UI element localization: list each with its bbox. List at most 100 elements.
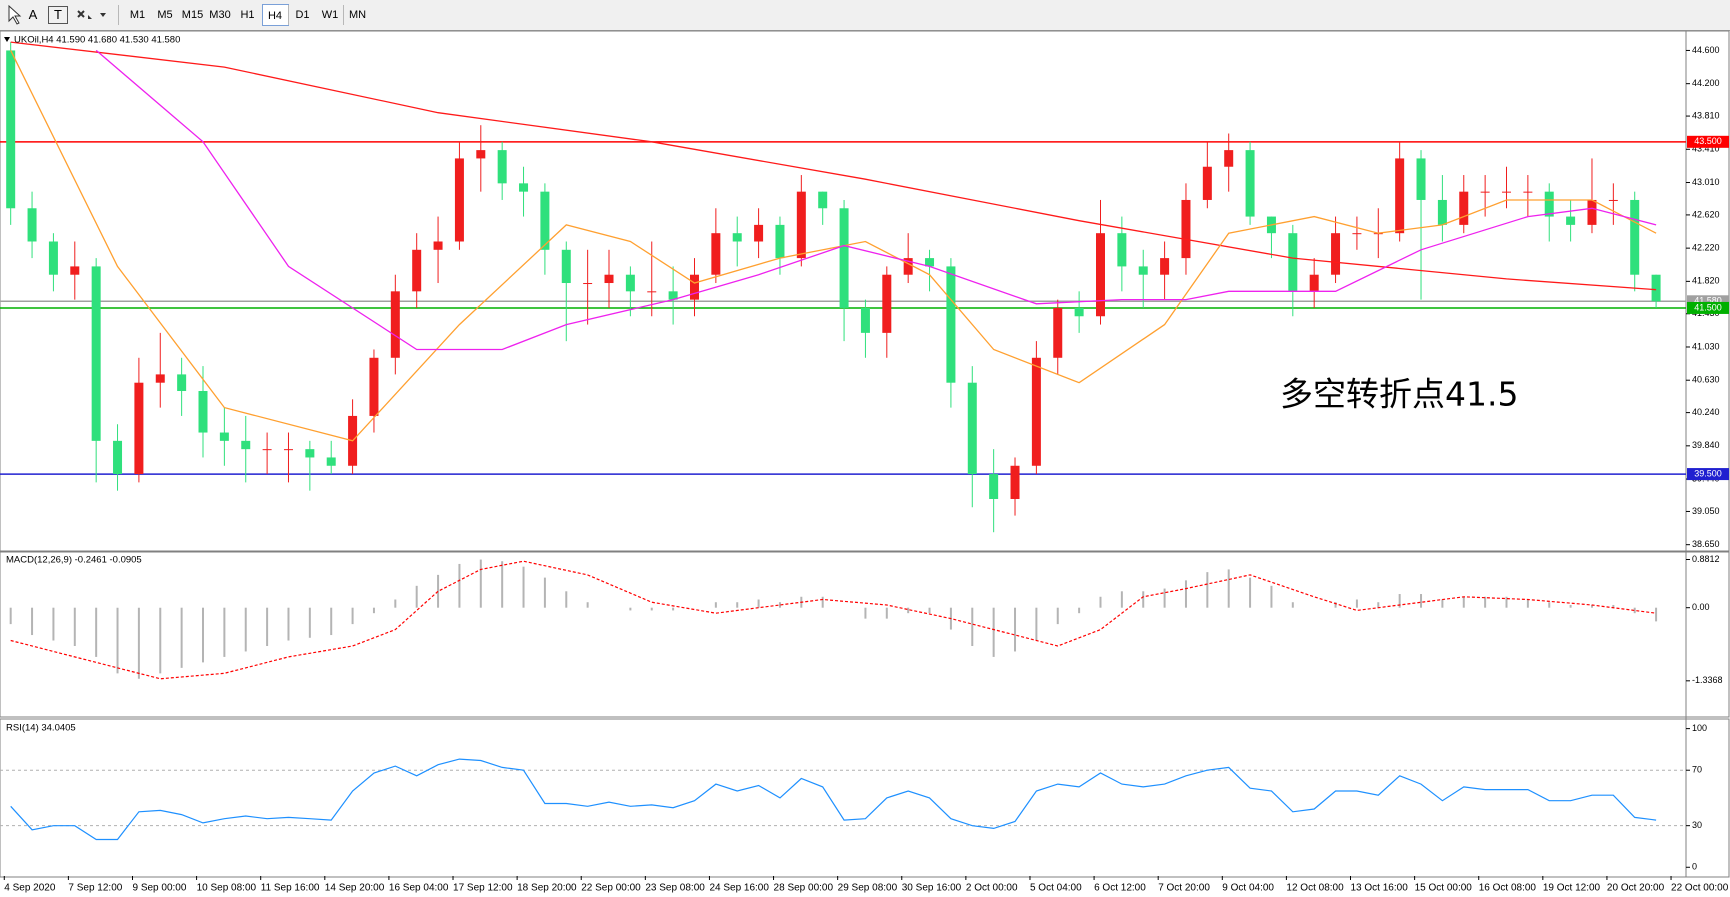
y-tick-label: 0.8812 [1692,554,1720,564]
y-tick-label: 0.00 [1692,602,1710,612]
rsi-line [10,758,1657,841]
candle-body [1224,150,1234,167]
candle-body [1160,258,1170,275]
candle-body [519,183,529,192]
x-tick-label: 17 Sep 12:00 [453,883,513,894]
candle-body [1523,191,1533,193]
y-tick-label: 40.240 [1692,407,1720,417]
x-tick-label: 7 Sep 12:00 [68,883,122,894]
candle-body [497,150,507,184]
y-tick-label: 41.820 [1692,276,1720,286]
x-tick-label: 4 Sep 2020 [4,883,56,894]
candle-body [1010,465,1020,499]
x-tick-label: 2 Oct 00:00 [966,883,1018,894]
y-tick-label: 44.600 [1692,45,1720,55]
candle-body [1117,233,1127,267]
candle-body [454,158,464,242]
candle-body [754,224,764,242]
candle-body [113,440,123,475]
moving-average [10,41,1657,291]
candle-body [1202,166,1212,200]
x-tick-label: 13 Oct 16:00 [1351,883,1409,894]
x-tick-label: 22 Oct 00:00 [1671,883,1729,894]
candle-body [219,432,229,441]
candle-body [1352,233,1362,235]
candle-body [1544,191,1554,217]
y-tick-label: -1.3368 [1692,675,1723,685]
candle-body [1587,199,1597,225]
candle-body [1031,357,1041,466]
candle-body [1053,307,1063,358]
candle-body [177,374,187,392]
x-tick-label: 10 Sep 08:00 [197,883,257,894]
timeframe-button[interactable]: M15 [181,9,204,21]
y-tick-label: 30 [1692,820,1702,830]
candle-body [604,274,614,284]
x-tick-label: 5 Oct 04:00 [1030,883,1082,894]
macd-panel-frame [0,551,1730,718]
panel-title: RSI(14) 34.0405 [6,723,76,734]
candle-body [732,233,742,242]
candle-body [476,150,486,159]
x-tick-label: 14 Sep 20:00 [325,883,385,894]
separator [118,5,119,25]
candle-body [561,249,571,284]
candle-body [1437,199,1447,225]
font-button[interactable]: A [28,7,38,22]
candle-body [668,291,678,300]
x-tick-label: 16 Sep 04:00 [389,883,449,894]
timeframe-button[interactable]: H1 [240,9,255,21]
candle-body [326,457,336,466]
candle-body [711,233,721,275]
timeframe-button[interactable]: MN [348,9,367,21]
candle-body [1416,158,1426,200]
timeframe-button[interactable]: W1 [321,9,339,21]
candle-body [1309,274,1319,292]
y-tick-label: 42.220 [1692,243,1720,253]
candle-body [1288,233,1298,292]
x-tick-label: 9 Oct 04:00 [1222,883,1274,894]
candle-body [689,274,699,300]
candle-body [433,241,443,250]
x-tick-label: 20 Oct 20:00 [1607,883,1665,894]
objects-icon[interactable] [74,3,110,27]
candle-body [27,208,37,242]
level-label: 41.500 [1694,302,1722,312]
candle-body [1181,199,1191,259]
x-tick-label: 15 Oct 00:00 [1415,883,1473,894]
x-tick-label: 28 Sep 00:00 [774,883,834,894]
y-tick-label: 42.620 [1692,209,1720,219]
candle-body [155,374,165,383]
candle-body [625,274,635,292]
timeframe-button[interactable]: M5 [157,9,173,21]
candle-body [48,241,58,275]
y-tick-label: 40.630 [1692,375,1720,385]
separator [288,5,289,25]
timeframe-button[interactable]: M1 [129,9,146,21]
candle-body [283,449,293,451]
level-label: 43.500 [1694,136,1722,146]
candle-body [583,283,593,285]
candle-body [1502,191,1512,193]
timeframe-button[interactable]: D1 [295,9,310,21]
y-tick-label: 38.650 [1692,539,1720,549]
candle-body [903,258,913,275]
candle-body [860,307,870,333]
cursor-icon[interactable] [4,3,24,27]
candle-body [1651,274,1661,302]
timeframe-button[interactable]: M30 [209,9,231,21]
text-button[interactable]: T [48,6,68,24]
candle-body [198,391,208,433]
y-tick-label: 43.410 [1692,144,1720,154]
y-tick-label: 43.010 [1692,177,1720,187]
candle-body [540,191,550,250]
candle-body [1331,233,1341,275]
y-tick-label: 41.030 [1692,341,1720,351]
candle-body [390,291,400,358]
candle-body [369,357,379,416]
x-tick-label: 19 Oct 12:00 [1543,883,1601,894]
candle-body [241,440,251,450]
candle-body [1095,233,1105,317]
level-label-box [1687,301,1729,314]
timeframe-button[interactable]: H4 [261,4,289,26]
